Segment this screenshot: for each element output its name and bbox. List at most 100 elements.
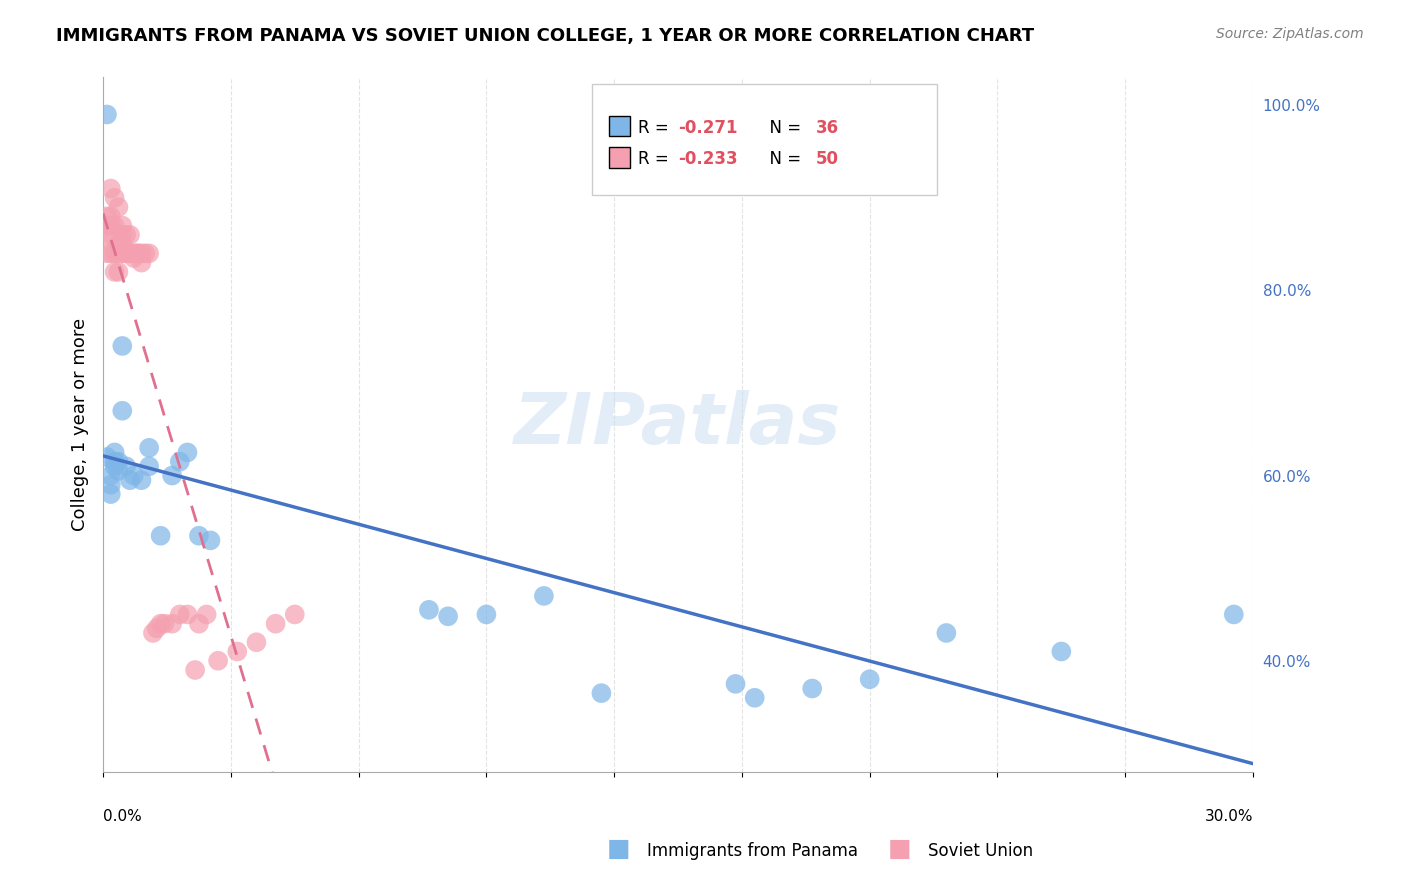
FancyBboxPatch shape — [609, 147, 630, 168]
Point — [149, 529, 172, 543]
Point — [138, 459, 160, 474]
Point — [104, 219, 127, 233]
Point — [245, 635, 267, 649]
Point — [138, 246, 160, 260]
Point — [122, 246, 145, 260]
Point — [107, 246, 129, 260]
Text: ■: ■ — [607, 838, 630, 862]
Point — [107, 200, 129, 214]
Point — [107, 464, 129, 478]
Point — [146, 621, 169, 635]
Point — [226, 644, 249, 658]
Point — [104, 265, 127, 279]
Text: -0.233: -0.233 — [678, 151, 738, 169]
Point — [100, 487, 122, 501]
Point — [591, 686, 613, 700]
Point — [195, 607, 218, 622]
Point — [96, 219, 118, 233]
Point — [104, 445, 127, 459]
Point — [149, 616, 172, 631]
Point — [127, 246, 149, 260]
Point — [111, 339, 134, 353]
Point — [207, 654, 229, 668]
Point — [160, 468, 183, 483]
Point — [169, 455, 191, 469]
Point — [188, 616, 211, 631]
Point — [118, 227, 141, 242]
Point — [111, 246, 134, 260]
Point — [111, 227, 134, 242]
Point — [1223, 607, 1246, 622]
Point — [96, 450, 118, 464]
Point — [859, 673, 882, 687]
Point — [142, 626, 165, 640]
Point — [744, 690, 766, 705]
Point — [100, 246, 122, 260]
Point — [153, 616, 176, 631]
Point — [122, 251, 145, 265]
Text: N =: N = — [759, 151, 806, 169]
Point — [935, 626, 957, 640]
Point — [176, 607, 198, 622]
Point — [96, 227, 118, 242]
Point — [533, 589, 555, 603]
Point — [107, 237, 129, 252]
Text: R =: R = — [638, 151, 673, 169]
Point — [100, 468, 122, 483]
Point — [118, 473, 141, 487]
Point — [160, 616, 183, 631]
Point — [111, 219, 134, 233]
Point — [134, 246, 156, 260]
FancyBboxPatch shape — [592, 85, 936, 195]
Point — [107, 455, 129, 469]
Point — [801, 681, 824, 696]
Point — [118, 246, 141, 260]
Text: 50: 50 — [815, 151, 839, 169]
Point — [122, 468, 145, 483]
Point — [115, 459, 138, 474]
Text: ■: ■ — [889, 838, 911, 862]
Point — [104, 455, 127, 469]
Point — [115, 246, 138, 260]
Point — [96, 246, 118, 260]
Text: ZIPatlas: ZIPatlas — [515, 390, 842, 459]
Point — [115, 246, 138, 260]
Point — [724, 677, 747, 691]
Point — [138, 441, 160, 455]
Point — [111, 403, 134, 417]
Point — [284, 607, 307, 622]
Text: -0.271: -0.271 — [678, 120, 738, 137]
Point — [184, 663, 207, 677]
Point — [100, 210, 122, 224]
Point — [437, 609, 460, 624]
Point — [96, 107, 118, 121]
Point — [188, 529, 211, 543]
Point — [100, 227, 122, 242]
Point — [169, 607, 191, 622]
Point — [176, 445, 198, 459]
Point — [200, 533, 222, 548]
Text: IMMIGRANTS FROM PANAMA VS SOVIET UNION COLLEGE, 1 YEAR OR MORE CORRELATION CHART: IMMIGRANTS FROM PANAMA VS SOVIET UNION C… — [56, 27, 1035, 45]
Text: R =: R = — [638, 120, 673, 137]
Point — [104, 459, 127, 474]
Point — [104, 191, 127, 205]
Point — [115, 227, 138, 242]
Point — [104, 246, 127, 260]
Point — [264, 616, 287, 631]
Point — [118, 246, 141, 260]
Point — [1050, 644, 1073, 658]
Y-axis label: College, 1 year or more: College, 1 year or more — [72, 318, 89, 532]
Point — [100, 181, 122, 195]
Point — [100, 219, 122, 233]
Text: 30.0%: 30.0% — [1205, 809, 1253, 824]
Text: Immigrants from Panama: Immigrants from Panama — [647, 842, 858, 860]
Text: N =: N = — [759, 120, 806, 137]
Point — [127, 246, 149, 260]
Point — [131, 255, 153, 269]
Point — [418, 603, 440, 617]
Point — [475, 607, 498, 622]
Point — [111, 237, 134, 252]
Point — [131, 473, 153, 487]
Text: Soviet Union: Soviet Union — [928, 842, 1033, 860]
Point — [107, 265, 129, 279]
